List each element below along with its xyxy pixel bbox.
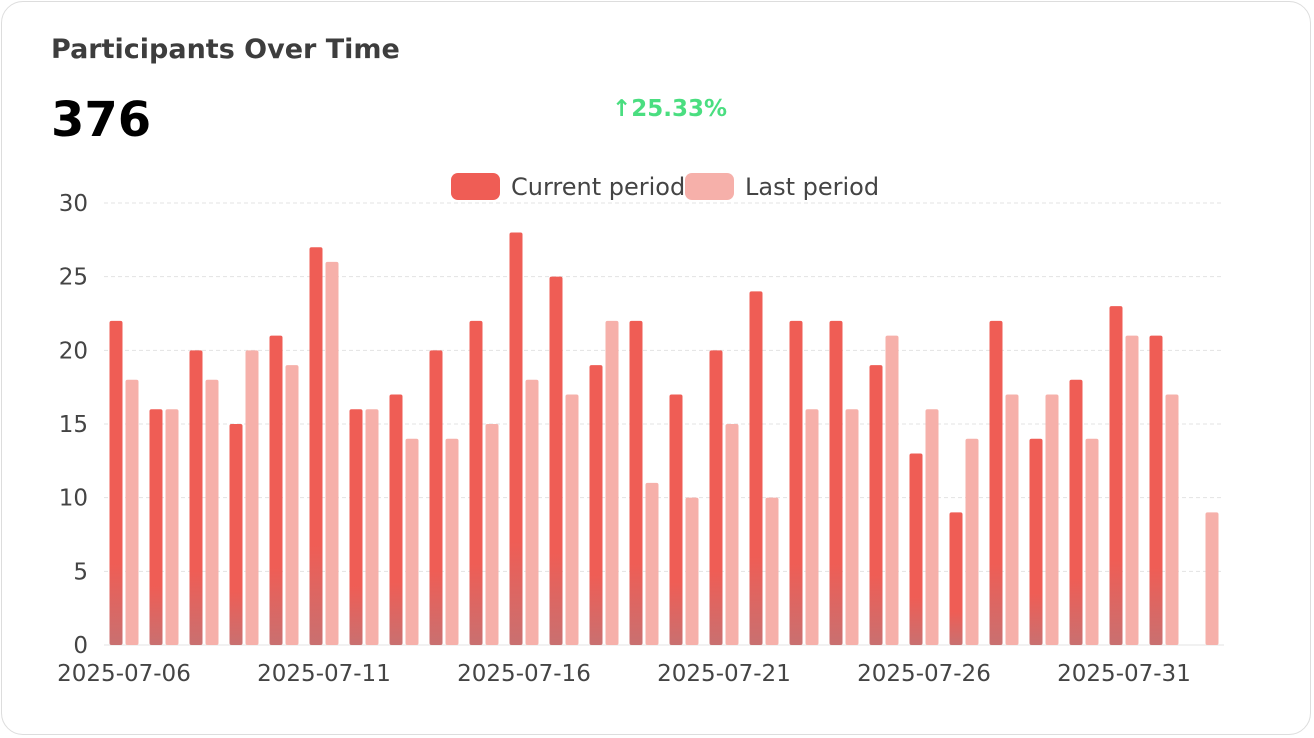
bar-current-period[interactable] [509,232,523,645]
x-tick-label: 2025-07-26 [857,661,991,687]
bar-last-period[interactable] [765,497,779,645]
bar-current-period[interactable] [669,394,683,645]
bar-current-period[interactable] [189,350,203,645]
bar-last-period[interactable] [365,409,379,645]
bar-current-period[interactable] [709,350,723,645]
legend: Current period Last period [451,173,879,201]
bar-last-period[interactable] [565,394,579,645]
bar-current-period[interactable] [1029,438,1043,645]
bar-last-period[interactable] [325,261,339,645]
bar-current-period[interactable] [789,320,803,645]
legend-swatch[interactable] [451,173,500,200]
bar-last-period[interactable] [485,424,499,645]
y-tick-label: 0 [73,633,88,659]
bar-current-period[interactable] [909,453,923,645]
y-axis: 0 5 10 15 20 25 30 [59,191,88,659]
x-axis: 2025-07-06 2025-07-11 2025-07-16 2025-07-21… [57,661,1191,687]
bar-current-period[interactable] [469,320,483,645]
x-tick-label: 2025-07-11 [257,661,391,687]
bar-last-period[interactable] [845,409,859,645]
bar-last-period[interactable] [805,409,819,645]
chart-title: Participants Over Time [51,34,400,65]
legend-swatch[interactable] [685,173,734,200]
bar-current-period[interactable] [389,394,403,645]
change-percentage: ↑25.33% [612,96,728,122]
bar-last-period[interactable] [445,438,459,645]
bar-last-period[interactable] [1125,335,1139,645]
bar-last-period[interactable] [1005,394,1019,645]
bar-last-period[interactable] [165,409,179,645]
x-tick-label: 2025-07-21 [657,661,791,687]
bar-current-period[interactable] [829,320,843,645]
y-tick-label: 20 [59,338,88,364]
bar-current-period[interactable] [349,409,363,645]
bar-last-period[interactable] [125,379,139,645]
bar-current-period[interactable] [269,335,283,645]
bar-current-period[interactable] [1109,306,1123,645]
bar-current-period[interactable] [949,512,963,645]
x-tick-label: 2025-07-06 [57,661,191,687]
x-tick-label: 2025-07-16 [457,661,591,687]
bar-last-period[interactable] [205,379,219,645]
bar-last-period[interactable] [605,320,619,645]
bar-current-period[interactable] [749,291,763,645]
bar-last-period[interactable] [405,438,419,645]
legend-label[interactable]: Last period [745,173,879,201]
bar-current-period[interactable] [109,320,123,645]
bars [109,232,1219,645]
bar-last-period[interactable] [1085,438,1099,645]
bar-last-period[interactable] [1165,394,1179,645]
bar-current-period[interactable] [629,320,643,645]
bar-current-period[interactable] [309,247,323,645]
bar-current-period[interactable] [229,424,243,645]
bar-current-period[interactable] [429,350,443,645]
legend-label[interactable]: Current period [511,173,685,201]
bar-current-period[interactable] [589,365,603,645]
x-tick-label: 2025-07-31 [1057,661,1191,687]
bar-last-period[interactable] [965,438,979,645]
bar-current-period[interactable] [869,365,883,645]
y-tick-label: 25 [59,265,88,291]
bar-current-period[interactable] [1149,335,1163,645]
bar-last-period[interactable] [245,350,259,645]
bar-current-period[interactable] [1069,379,1083,645]
bar-current-period[interactable] [149,409,163,645]
bar-last-period[interactable] [285,365,299,645]
bar-last-period[interactable] [1205,512,1219,645]
bar-last-period[interactable] [525,379,539,645]
bar-current-period[interactable] [549,276,563,645]
total-participants: 376 [51,92,152,148]
y-tick-label: 10 [59,486,88,512]
bar-last-period[interactable] [645,482,659,645]
bar-last-period[interactable] [885,335,899,645]
bar-last-period[interactable] [1045,394,1059,645]
y-tick-label: 5 [73,559,88,585]
bar-current-period[interactable] [989,320,1003,645]
bar-last-period[interactable] [925,409,939,645]
y-tick-label: 15 [59,412,88,438]
y-tick-label: 30 [59,191,88,217]
bar-last-period[interactable] [685,497,699,645]
bar-last-period[interactable] [725,424,739,645]
